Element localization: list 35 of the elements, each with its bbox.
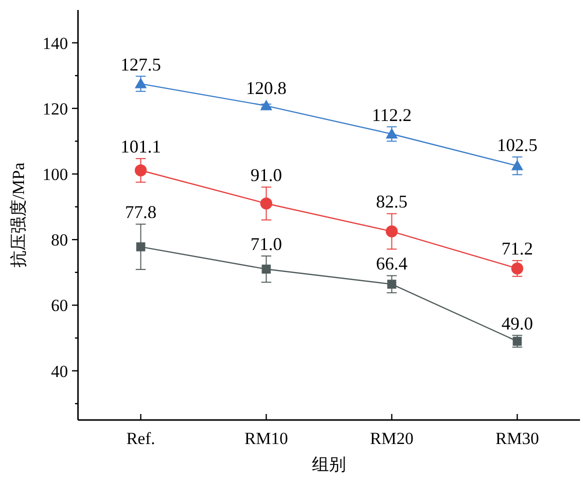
y-tick-label: 60 — [51, 296, 68, 316]
point — [387, 280, 396, 289]
x-tick-label: RM30 — [496, 429, 539, 448]
point — [386, 225, 398, 238]
data-label: 127.5 — [120, 54, 161, 74]
point — [511, 262, 524, 274]
data-label: 77.8 — [125, 202, 156, 222]
data-label: 120.8 — [246, 78, 286, 98]
data-label: 112.2 — [372, 104, 412, 125]
y-tick-label: 40 — [51, 362, 68, 381]
y-tick-label: 120 — [42, 99, 68, 118]
data-label: 49.0 — [502, 313, 533, 334]
data-label: 71.0 — [250, 234, 282, 254]
data-label: 91.0 — [250, 165, 282, 186]
point — [386, 128, 398, 138]
point — [134, 78, 147, 88]
point — [511, 160, 524, 170]
data-label: 102.5 — [497, 134, 538, 155]
data-label: 71.2 — [502, 238, 533, 259]
x-tick-label: Ref. — [126, 429, 156, 448]
y-tick-label: 100 — [42, 165, 68, 184]
data-label: 66.4 — [376, 254, 408, 274]
x-tick-label: RM20 — [370, 429, 414, 448]
point — [260, 198, 272, 210]
y-tick-label: 140 — [42, 34, 68, 53]
x-axis-title: 组别 — [312, 455, 346, 474]
point — [260, 100, 272, 110]
data-label: 101.1 — [120, 136, 161, 157]
point — [134, 164, 147, 176]
point — [262, 264, 271, 274]
x-tick-label: RM10 — [244, 429, 288, 448]
y-axis-title: 抗压强度/MPa — [9, 162, 28, 268]
point — [136, 242, 146, 252]
data-label: 82.5 — [376, 192, 408, 212]
y-tick-label: 80 — [51, 230, 68, 250]
